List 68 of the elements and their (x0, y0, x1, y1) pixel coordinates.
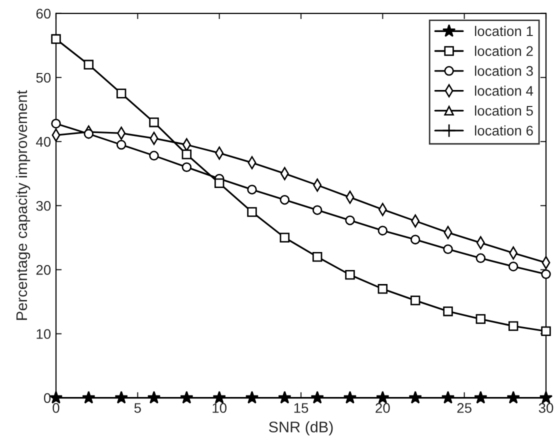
y-axis-title: Percentage capacity improvement (16, 90, 30, 320)
point (147, 390, 161, 404)
legend-label: location 1 (474, 26, 533, 36)
x-tick-label: 15 (294, 403, 308, 413)
x-tick-label: 30 (538, 403, 554, 413)
point (51, 34, 61, 44)
point (378, 284, 388, 294)
point (280, 232, 290, 243)
point (180, 390, 194, 404)
x-axis-title: SNR (dB) (269, 421, 333, 436)
point (441, 390, 455, 404)
x-tick-label: 10 (212, 403, 227, 413)
point (51, 118, 61, 128)
point (312, 252, 322, 262)
point (443, 306, 453, 316)
legend-label: location 4 (474, 86, 534, 96)
legend-label: location 2 (474, 46, 533, 56)
x-tick-label: 20 (376, 403, 390, 413)
point (149, 150, 159, 161)
y-tick-label: 10 (36, 329, 51, 339)
point (541, 269, 551, 280)
point (508, 321, 518, 331)
point (84, 129, 94, 139)
point (443, 244, 453, 254)
point (345, 270, 355, 280)
point (476, 314, 486, 324)
point (410, 234, 420, 244)
point (345, 215, 355, 226)
point (116, 140, 126, 150)
point (539, 390, 553, 404)
point (182, 162, 192, 172)
x-tick-label: 5 (134, 403, 141, 413)
point (506, 390, 520, 404)
point (508, 262, 518, 272)
point (541, 326, 551, 336)
point (84, 60, 94, 70)
y-tick-label: 0 (44, 393, 51, 403)
point (310, 390, 324, 404)
point (280, 194, 290, 205)
point (408, 390, 422, 404)
point (114, 390, 128, 404)
point (247, 207, 257, 217)
x-tick-label: 25 (457, 403, 472, 413)
point (278, 390, 292, 404)
point (376, 390, 390, 404)
y-tick-label: 30 (36, 200, 51, 211)
legend-label: location 6 (474, 125, 533, 136)
point (474, 390, 488, 404)
point (312, 205, 322, 215)
point (343, 390, 357, 404)
point (149, 117, 159, 128)
point (214, 178, 224, 188)
y-tick-label: 50 (36, 72, 51, 83)
y-tick-label: 40 (36, 136, 51, 147)
point (82, 390, 96, 404)
y-tick-label: 60 (36, 8, 51, 19)
point (116, 88, 126, 98)
point (410, 296, 420, 306)
y-tick-label: 20 (36, 265, 51, 275)
point (247, 184, 257, 194)
point (476, 253, 486, 264)
legend-label: location 3 (474, 66, 533, 76)
x-tick-label: 0 (52, 403, 60, 413)
point (245, 390, 259, 404)
point (378, 226, 388, 236)
point (212, 390, 226, 404)
legend-label: location 5 (474, 105, 533, 116)
point (182, 150, 192, 160)
